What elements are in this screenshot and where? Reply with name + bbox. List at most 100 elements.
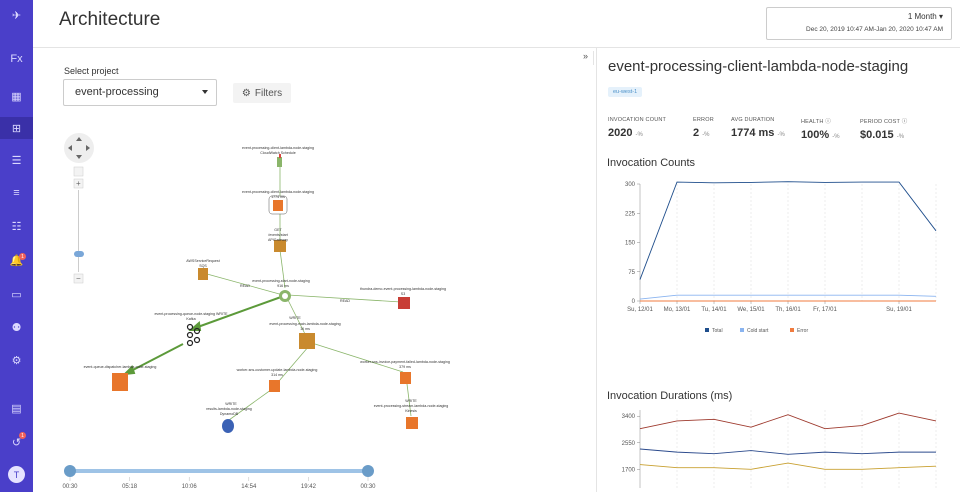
history-icon[interactable]: ↺ <box>11 436 22 449</box>
y-tick-label: 225 <box>625 211 636 217</box>
label-read-1: READ <box>240 284 250 288</box>
label-api: /events/start <box>268 233 288 237</box>
y-tick-label: 75 <box>628 270 635 276</box>
node-sqs[interactable] <box>198 268 208 280</box>
timeline-slider[interactable]: 00:30 05:18 10:06 14:54 19:42 00:30 <box>62 465 376 490</box>
metric-value: 1774 ms -% <box>731 127 785 139</box>
bell-icon[interactable]: 🔔 <box>9 254 24 267</box>
node-results-dynamodb[interactable] <box>222 419 234 433</box>
y-tick-label: 300 <box>625 182 636 188</box>
metric-label: AVG DURATION <box>731 117 775 123</box>
svg-text:+: + <box>76 179 81 188</box>
collapse-panel-icon[interactable]: » <box>578 51 594 65</box>
metric-label: INVOCATION COUNT <box>608 117 667 123</box>
node-start[interactable] <box>279 290 291 302</box>
node-schedule[interactable] <box>277 154 282 167</box>
fit-icon[interactable] <box>73 166 84 177</box>
period-selector[interactable]: 1 Month ▾ Dec 20, 2019 10:47 AM-Jan 20, … <box>766 7 952 40</box>
notification-badge: 1 <box>19 253 26 260</box>
node-stream-kinesis[interactable] <box>406 417 418 429</box>
metric-value: 2020 -% <box>608 127 643 139</box>
x-tick-label: Tu, 14/01 <box>701 307 727 313</box>
label-start: event-processing-start-node-staging <box>252 279 310 283</box>
metric-value: 2 -% <box>693 127 710 139</box>
y-tick-label: 0 <box>632 299 636 305</box>
caret-down-icon: ▾ <box>938 12 943 21</box>
sliders-icon[interactable]: ☰ <box>11 154 22 167</box>
label-dispatcher: event-queue-dispatcher-lambda-node-stagi… <box>84 365 157 369</box>
architecture-graph[interactable]: + − <box>33 120 578 492</box>
gear-icon: ⚙ <box>241 87 251 99</box>
graph-edges <box>206 163 412 421</box>
metric-label: ERROR <box>693 117 714 123</box>
issues-icon[interactable]: ☷ <box>11 220 22 233</box>
legend-swatch <box>740 328 744 332</box>
node-s3[interactable] <box>398 297 410 309</box>
book-icon[interactable]: ▤ <box>11 402 22 415</box>
label-main-op: WRITE <box>289 316 301 320</box>
x-tick-label: Th, 16/01 <box>775 307 801 313</box>
dashboard-icon[interactable]: ▦ <box>11 90 22 103</box>
project-select[interactable]: event-processing <box>63 79 217 106</box>
architecture-icon[interactable]: ⊞ <box>0 117 33 139</box>
y-tick-label: 150 <box>625 241 636 247</box>
timeline-tick: 00:30 <box>62 484 78 490</box>
list-icon[interactable]: ≡ <box>13 187 20 199</box>
chevron-down-icon <box>202 90 208 94</box>
avatar[interactable]: T <box>8 466 25 483</box>
timeline-tick: 05:18 <box>122 484 138 490</box>
timeline-tick: 00:30 <box>360 484 376 490</box>
timeline-tick: 19:42 <box>301 484 317 490</box>
label-stream-sub: Kinesis <box>405 409 417 413</box>
label-payment: worker-sns-invoice-payment-failed-lambda… <box>360 360 450 364</box>
node-api-gateway[interactable] <box>274 240 286 252</box>
timeline-end-handle[interactable] <box>362 465 374 477</box>
metric-error: ERROR 2 -% <box>693 117 714 139</box>
node-kafka[interactable] <box>186 323 201 347</box>
settings-icon[interactable]: ⚙ <box>11 354 22 367</box>
label-sqs-sub: SQS <box>199 264 207 268</box>
label-main: event-processing-main-lambda-node-stagin… <box>269 322 340 326</box>
x-tick-label: Mo, 13/01 <box>664 307 691 313</box>
sidebar: ✈ Fx ▦ ⊞ ☰ ≡ ☷ 🔔 ▭ ⚉ ⚙ ▤ ↺ 1 1 <box>0 0 33 492</box>
series-line-1 <box>639 294 937 300</box>
zoom-slider-handle[interactable] <box>74 251 84 257</box>
label-api-sub: APIGateway <box>268 238 288 242</box>
x-tick-label: We, 15/01 <box>737 307 765 313</box>
timeline-start-handle[interactable] <box>64 465 76 477</box>
folder-icon[interactable]: ▭ <box>11 288 22 301</box>
node-client-lambda[interactable] <box>268 195 288 215</box>
invocation-durations-chart: 1700 2550 3400 <box>622 410 937 488</box>
label-customer: worker-sns-customer-update-lambda-node-s… <box>237 368 318 372</box>
series-line-0 <box>639 412 937 430</box>
node-payment[interactable] <box>400 372 411 384</box>
header-divider <box>33 47 960 48</box>
info-icon[interactable]: ⓘ <box>901 119 908 125</box>
label-s3-sub: S3 <box>401 292 405 296</box>
notification-badge: 1 <box>19 432 26 439</box>
period-range: Dec 20, 2019 10:47 AM-Jan 20, 2020 10:47… <box>806 26 943 33</box>
label-api-method: GET <box>274 228 282 232</box>
label-payment-sub: 379 ms <box>399 365 411 369</box>
node-dispatcher[interactable] <box>112 373 128 391</box>
filters-button[interactable]: ⚙ Filters <box>233 83 291 103</box>
graph-labels: event-processing-client-lambda-node-stag… <box>84 146 450 416</box>
zoom-out-icon[interactable] <box>73 273 84 284</box>
node-main-lambda[interactable] <box>299 333 315 349</box>
invocation-counts-title: Invocation Counts <box>607 157 696 169</box>
label-start-sub: 916 ms <box>277 284 289 288</box>
page-title: Architecture <box>59 9 161 30</box>
label-read-2: READ <box>340 299 350 303</box>
team-icon[interactable]: ⚉ <box>11 321 22 334</box>
pan-control[interactable] <box>64 133 94 163</box>
label-sqs: AWSServiceRequest <box>186 259 219 263</box>
label-schedule-sub: CloudWatch Schedule <box>260 151 295 155</box>
metric-value: 100% -% <box>801 129 840 141</box>
node-customer[interactable] <box>269 380 280 392</box>
zoom-in-icon[interactable] <box>73 178 84 189</box>
y-tick-label: 2550 <box>622 441 636 447</box>
functions-icon[interactable]: Fx <box>10 53 23 65</box>
label-stream: event-processing-stream-lambda-node-stag… <box>374 404 449 408</box>
info-icon[interactable]: ⓘ <box>825 119 831 125</box>
metric-label: HEALTH ⓘ <box>801 119 831 125</box>
